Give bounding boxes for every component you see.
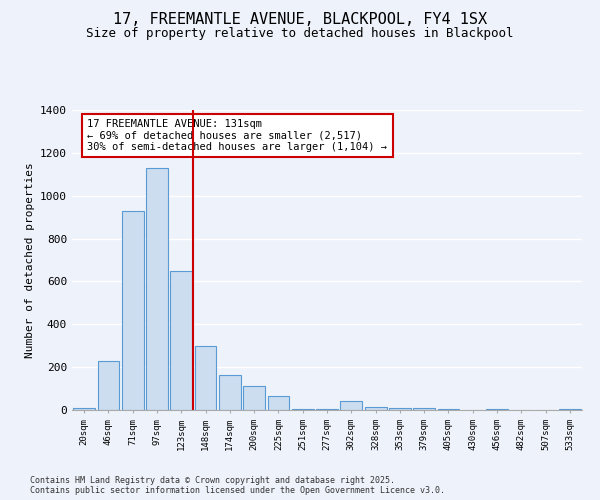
Bar (170, 270, 192, 410)
Y-axis label: Number of detached properties: Number of detached properties (25, 162, 35, 358)
Bar (365, 407, 386, 410)
Bar (146, 168, 168, 410)
Bar (122, 210, 143, 410)
Bar (243, 386, 265, 410)
Bar (559, 409, 581, 410)
Text: Contains HM Land Registry data © Crown copyright and database right 2025.
Contai: Contains HM Land Registry data © Crown c… (30, 476, 445, 495)
Bar (413, 408, 435, 410)
Bar (437, 409, 460, 410)
Bar (219, 374, 241, 410)
Bar (486, 409, 508, 410)
Text: 17 FREEMANTLE AVENUE: 131sqm
← 69% of detached houses are smaller (2,517)
30% of: 17 FREEMANTLE AVENUE: 131sqm ← 69% of de… (88, 119, 388, 152)
Text: Size of property relative to detached houses in Blackpool: Size of property relative to detached ho… (86, 28, 514, 40)
Bar (268, 396, 289, 410)
Text: 17, FREEMANTLE AVENUE, BLACKPOOL, FY4 1SX: 17, FREEMANTLE AVENUE, BLACKPOOL, FY4 1S… (113, 12, 487, 28)
Bar (73, 408, 95, 410)
Bar (194, 346, 217, 410)
Bar (389, 408, 411, 410)
Bar (340, 402, 362, 410)
Bar (97, 360, 119, 410)
Bar (316, 409, 338, 410)
Bar (292, 409, 314, 410)
